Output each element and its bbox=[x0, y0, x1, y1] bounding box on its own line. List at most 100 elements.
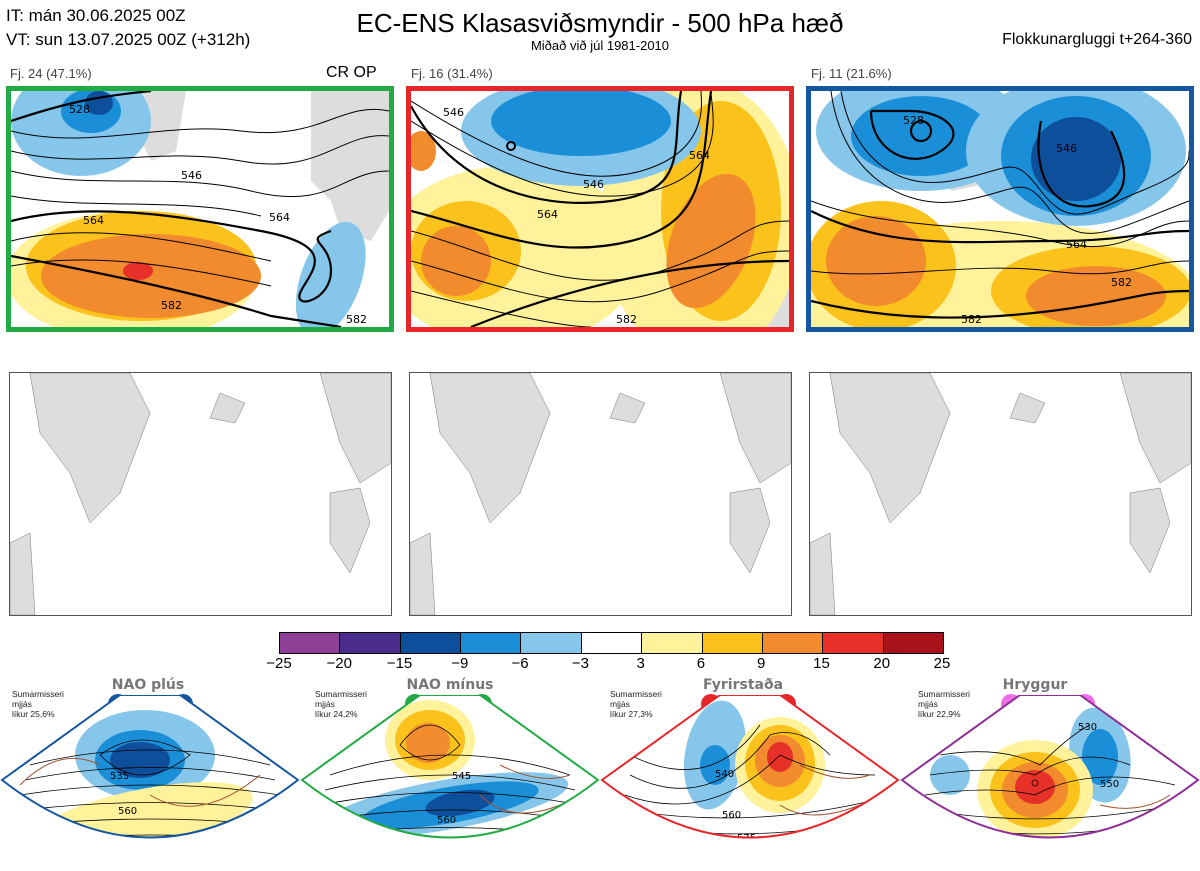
cluster-1-contour-582: 582 bbox=[161, 299, 182, 312]
regime-nao-plus-title: NAO plús bbox=[111, 677, 185, 693]
season-months: mjjás bbox=[918, 699, 938, 709]
season-label: Sumarmisseri bbox=[12, 689, 64, 699]
colorbar-tick-label: −3 bbox=[571, 655, 589, 672]
cluster-2-contour-546: 546 bbox=[583, 178, 604, 191]
regime-nao-plus-contour-560: 560 bbox=[118, 806, 137, 817]
init-time: IT: mán 30.06.2025 00Z bbox=[6, 6, 186, 25]
colorbar-tick-label: 15 bbox=[813, 655, 830, 672]
basemap-2[interactable] bbox=[409, 372, 792, 616]
colorbar-tick-label: −15 bbox=[386, 655, 413, 672]
regime-ridge-map: 530 550 575 bbox=[900, 695, 1200, 850]
regime-ridge-contour-550: 550 bbox=[1100, 779, 1119, 790]
colorbar-tick-label: −25 bbox=[266, 655, 292, 672]
basemap-1-graphic bbox=[10, 373, 391, 615]
season-probability: líkur 27,3% bbox=[610, 709, 653, 719]
cluster-3-contour-582: 582 bbox=[1111, 276, 1132, 289]
cluster-map-1[interactable]: 546 564 582 528 564 582 bbox=[6, 86, 394, 332]
regime-nao-minus-contour-545: 545 bbox=[452, 771, 471, 782]
regime-nao-minus-contour-575: 575 bbox=[445, 850, 464, 861]
cluster-1-contour-528: 528 bbox=[69, 103, 90, 116]
regime-blocking[interactable]: Fyrirstaða Sumarmisseri mjjás líkur 27,3… bbox=[600, 675, 900, 871]
regime-nao-minus-map: 545 560 575 bbox=[300, 695, 600, 861]
regime-nao-minus[interactable]: NAO mínus Sumarmisseri mjjás líkur 24,2% bbox=[300, 675, 600, 871]
colorbar-tick-label: 25 bbox=[933, 655, 951, 672]
regime-ridge-season: Sumarmisseri mjjás líkur 22,9% bbox=[918, 689, 970, 719]
colorbar-segment bbox=[641, 633, 702, 653]
basemap-2-graphic bbox=[410, 373, 791, 615]
regime-blocking-map: 540 560 575 bbox=[600, 695, 900, 844]
regime-blocking-contour-540: 540 bbox=[715, 769, 734, 780]
colorbar-tick-label: 3 bbox=[636, 655, 645, 672]
season-months: mjjás bbox=[12, 699, 32, 709]
cluster-map-3[interactable]: 528 546 564 582 582 bbox=[806, 86, 1194, 332]
season-probability: líkur 24,2% bbox=[315, 709, 358, 719]
regime-ridge[interactable]: Hryggur Sumarmisseri mjjás líkur 22,9% bbox=[900, 675, 1200, 871]
cluster-1-label: Fj. 24 (47.1%) bbox=[10, 66, 92, 81]
season-probability: líkur 22,9% bbox=[918, 709, 961, 719]
cluster-3-contour-528: 528 bbox=[903, 114, 924, 127]
cluster-2-contour-546b: 546 bbox=[443, 106, 464, 119]
colorbar-segment bbox=[280, 633, 340, 653]
regime-nao-minus-season: Sumarmisseri mjjás líkur 24,2% bbox=[315, 689, 367, 719]
regime-nao-plus-season: Sumarmisseri mjjás líkur 25,6% bbox=[12, 689, 64, 719]
regime-nao-plus-contour-535: 535 bbox=[110, 771, 129, 782]
cluster-3-contour-564: 564 bbox=[1066, 238, 1087, 251]
season-months: mjjás bbox=[610, 699, 630, 709]
regime-blocking-contour-560: 560 bbox=[722, 810, 741, 821]
cluster-map-1-graphic: 546 564 582 528 564 582 bbox=[11, 91, 389, 327]
season-months: mjjás bbox=[315, 699, 335, 709]
colorbar-segment bbox=[761, 633, 823, 653]
cluster-map-2[interactable]: 546 564 564 582 546 bbox=[406, 86, 794, 332]
cluster-3-contour-546: 546 bbox=[1056, 142, 1077, 155]
colorbar bbox=[279, 632, 944, 654]
cluster-map-2-graphic: 546 564 564 582 546 bbox=[411, 91, 789, 327]
basemap-3[interactable] bbox=[809, 372, 1192, 616]
colorbar-tick-label: −6 bbox=[511, 655, 529, 672]
cluster-2-contour-564: 564 bbox=[537, 208, 558, 221]
cluster-3-contour-582b: 582 bbox=[961, 313, 982, 326]
regimes-row: NAO plús Sumarmisseri mjjás líkur 25,6% bbox=[0, 675, 1200, 871]
season-probability: líkur 25,6% bbox=[12, 709, 55, 719]
season-label: Sumarmisseri bbox=[610, 689, 662, 699]
regime-blocking-contour-575: 575 bbox=[737, 833, 756, 844]
regime-ridge-contour-575: 575 bbox=[1090, 839, 1109, 850]
cluster-1-tag: CR OP bbox=[326, 64, 377, 81]
cluster-1-contour-564b: 564 bbox=[83, 214, 104, 227]
colorbar-segment bbox=[399, 633, 461, 653]
regime-blocking-season: Sumarmisseri mjjás líkur 27,3% bbox=[610, 689, 662, 719]
regime-nao-minus-title: NAO mínus bbox=[406, 677, 494, 693]
colorbar-segment bbox=[701, 633, 762, 653]
colorbar-segment bbox=[460, 633, 521, 653]
cluster-3-label: Fj. 11 (21.6%) bbox=[811, 66, 892, 81]
colorbar-segment bbox=[520, 633, 581, 653]
colorbar-segment bbox=[882, 633, 943, 653]
page-title: EC-ENS Klasasviðsmyndir - 500 hPa hæð bbox=[356, 8, 844, 38]
regime-nao-plus[interactable]: NAO plús Sumarmisseri mjjás líkur 25,6% bbox=[0, 675, 300, 871]
valid-time: VT: sun 13.07.2025 00Z (+312h) bbox=[6, 30, 251, 49]
cluster-2-contour-564b: 564 bbox=[689, 149, 710, 162]
cluster-window: Flokkunargluggi t+264-360 bbox=[1002, 31, 1192, 48]
colorbar-segment bbox=[580, 633, 642, 653]
regime-ridge-title: Hryggur bbox=[1002, 677, 1068, 693]
cluster-1-contour-546: 546 bbox=[181, 169, 202, 182]
basemap-3-graphic bbox=[810, 373, 1191, 615]
colorbar-tick-label: 20 bbox=[873, 655, 891, 672]
colorbar-tick-label: 9 bbox=[757, 655, 766, 672]
cluster-2-label: Fj. 16 (31.4%) bbox=[411, 66, 493, 81]
colorbar-tick-label: −9 bbox=[451, 655, 469, 672]
colorbar-segment bbox=[339, 633, 400, 653]
season-label: Sumarmisseri bbox=[918, 689, 970, 699]
regime-nao-plus-map: 535 560 bbox=[0, 695, 300, 839]
basemap-1[interactable] bbox=[9, 372, 392, 616]
season-label: Sumarmisseri bbox=[315, 689, 367, 699]
regime-ridge-contour-530: 530 bbox=[1078, 722, 1097, 733]
colorbar-tick-label: −20 bbox=[326, 655, 352, 672]
cluster-map-3-graphic: 528 546 564 582 582 bbox=[811, 91, 1189, 327]
regime-blocking-title: Fyrirstaða bbox=[702, 677, 784, 693]
page-subtitle: Miðað við júl 1981-2010 bbox=[530, 38, 670, 53]
cluster-2-contour-582: 582 bbox=[616, 313, 637, 326]
colorbar-segment bbox=[822, 633, 883, 653]
cluster-1-contour-564: 564 bbox=[269, 211, 290, 224]
regime-nao-minus-contour-560: 560 bbox=[437, 815, 456, 826]
cluster-1-contour-582b: 582 bbox=[346, 313, 367, 326]
